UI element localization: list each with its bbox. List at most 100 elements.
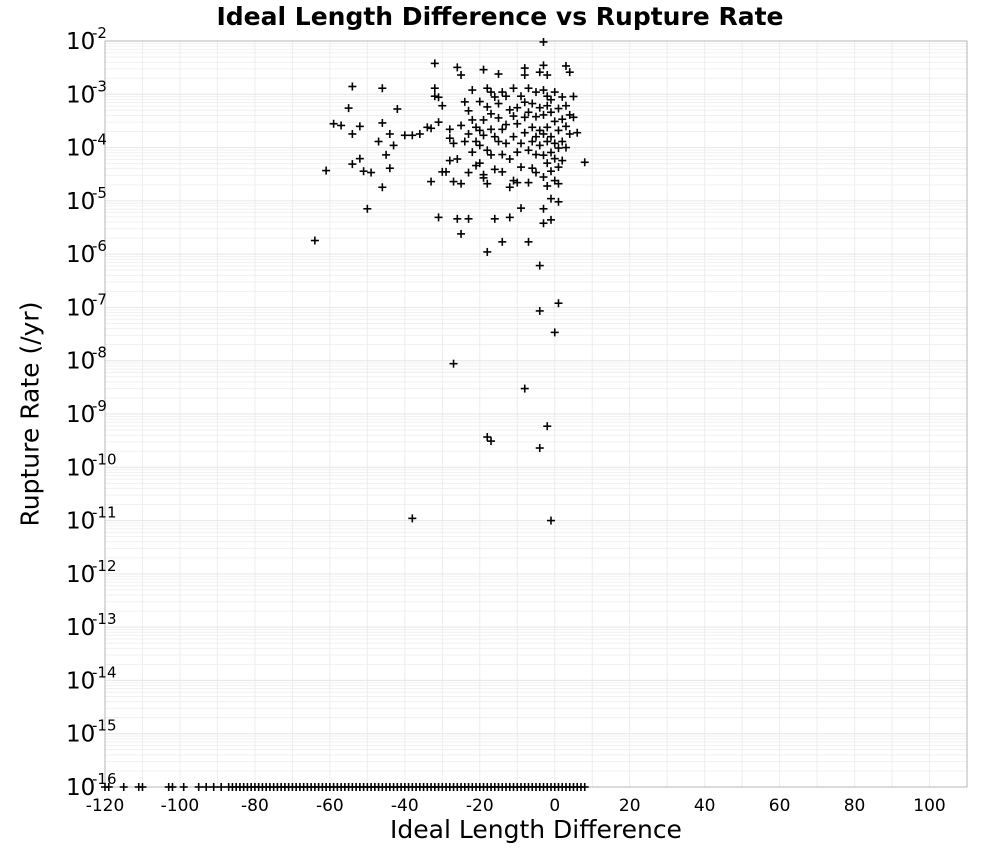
data-point [554, 179, 563, 188]
data-point [517, 163, 526, 172]
y-tick-label: 10 [66, 82, 95, 108]
data-point [535, 103, 544, 112]
data-point [520, 128, 529, 137]
data-point [194, 783, 203, 791]
data-point [337, 121, 346, 130]
data-point [502, 120, 511, 129]
data-point [468, 86, 477, 95]
grid [104, 40, 968, 788]
y-tick-exponent: -8 [92, 344, 107, 362]
y-tick-label: 10 [66, 295, 95, 321]
data-point [393, 104, 402, 113]
data-point [513, 103, 522, 112]
data-point [490, 132, 499, 141]
data-point [558, 137, 567, 146]
data-point [119, 783, 128, 791]
y-tick-label: 10 [66, 136, 95, 162]
data-point [580, 783, 589, 791]
data-point [464, 129, 473, 138]
data-point [453, 214, 462, 223]
x-tick-label: 80 [844, 796, 866, 816]
data-point [535, 306, 544, 315]
data-point [558, 92, 567, 101]
data-point [434, 118, 443, 127]
data-point [550, 117, 559, 126]
data-point [528, 99, 537, 108]
data-point [494, 113, 503, 122]
data-point [539, 86, 548, 95]
y-tick-exponent: -10 [92, 450, 117, 468]
data-point [517, 92, 526, 101]
data-point [520, 113, 529, 122]
data-point [550, 88, 559, 97]
data-point [445, 134, 454, 143]
data-point [513, 148, 522, 157]
data-point [505, 105, 514, 114]
data-point [502, 92, 511, 101]
data-point [546, 95, 555, 104]
y-tick-exponent: -14 [92, 663, 117, 681]
data-point [487, 125, 496, 134]
data-point [505, 213, 514, 222]
data-point [434, 213, 443, 222]
data-point [483, 102, 492, 111]
data-point [546, 132, 555, 141]
data-point [453, 63, 462, 72]
data-point [378, 84, 387, 93]
data-point [348, 129, 357, 138]
data-point [355, 122, 364, 131]
data-point [464, 168, 473, 177]
data-point [430, 59, 439, 68]
data-point [430, 84, 439, 93]
data-point [528, 137, 537, 146]
y-tick-exponent: -9 [92, 397, 107, 415]
data-point [539, 151, 548, 160]
data-point [494, 137, 503, 146]
data-point [565, 129, 574, 138]
data-point [524, 178, 533, 187]
data-point [543, 422, 552, 431]
data-point [457, 229, 466, 238]
y-tick-label: 10 [66, 29, 95, 55]
data-point [138, 783, 147, 791]
data-point [554, 144, 563, 153]
data-point [543, 182, 552, 191]
data-point [464, 106, 473, 115]
data-point [498, 150, 507, 159]
data-point [524, 84, 533, 93]
data-point [374, 137, 383, 146]
data-point [389, 141, 398, 150]
y-tick-label: 10 [66, 722, 95, 748]
x-tick-label: -60 [316, 796, 344, 816]
data-point [475, 126, 484, 135]
data-point [543, 101, 552, 110]
data-point [550, 328, 559, 337]
data-point [502, 139, 511, 148]
chart-title: Ideal Length Difference vs Rupture Rate [216, 2, 784, 31]
data-point [546, 194, 555, 203]
data-point [457, 179, 466, 188]
data-point [475, 141, 484, 150]
data-point [539, 219, 548, 228]
data-point [322, 166, 331, 175]
data-point [209, 783, 218, 791]
data-point [535, 141, 544, 150]
x-axis-ticks: -120 -100 -80 -60 -40 -20 0 20 40 60 80 100 [86, 796, 946, 816]
data-point [580, 158, 589, 167]
data-point [573, 128, 582, 137]
data-point [408, 131, 417, 140]
data-point [348, 160, 357, 169]
data-point [310, 236, 319, 245]
data-point [385, 129, 394, 138]
data-point [479, 65, 488, 74]
data-point [359, 167, 368, 176]
data-point [520, 64, 529, 73]
data-point [464, 214, 473, 223]
data-point [427, 177, 436, 186]
data-point [363, 204, 372, 213]
data-point [528, 164, 537, 173]
x-tick-label: -20 [466, 796, 494, 816]
x-tick-label: -40 [391, 796, 419, 816]
data-point [535, 126, 544, 135]
data-point [546, 167, 555, 176]
